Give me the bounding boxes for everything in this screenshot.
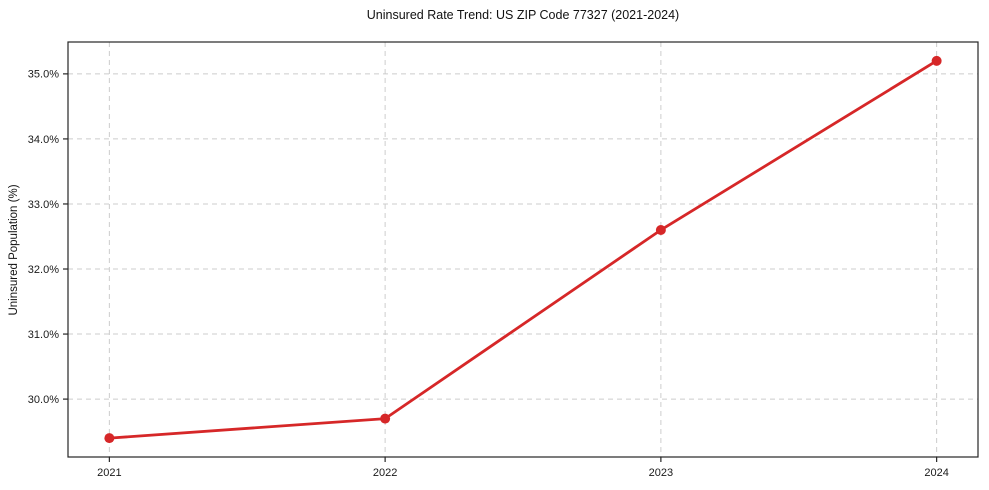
data-point [380,413,391,424]
chart-title: Uninsured Rate Trend: US ZIP Code 77327 … [366,8,680,22]
x-tick-label: 2024 [924,467,948,479]
x-tick-label: 2021 [97,467,121,479]
data-point [655,224,666,235]
y-tick-label: 34.0% [28,134,59,146]
y-tick-label: 33.0% [28,199,59,211]
x-tick-label: 2023 [649,467,673,479]
y-tick-label: 35.0% [28,69,59,81]
y-tick-label: 31.0% [28,329,59,341]
y-tick-label: 32.0% [28,264,59,276]
plot-border [67,41,979,458]
trend-line [107,59,939,440]
data-point [104,433,115,444]
y-tick-label: 30.0% [28,394,59,406]
x-tick-label: 2022 [373,467,397,479]
data-point [931,55,942,66]
